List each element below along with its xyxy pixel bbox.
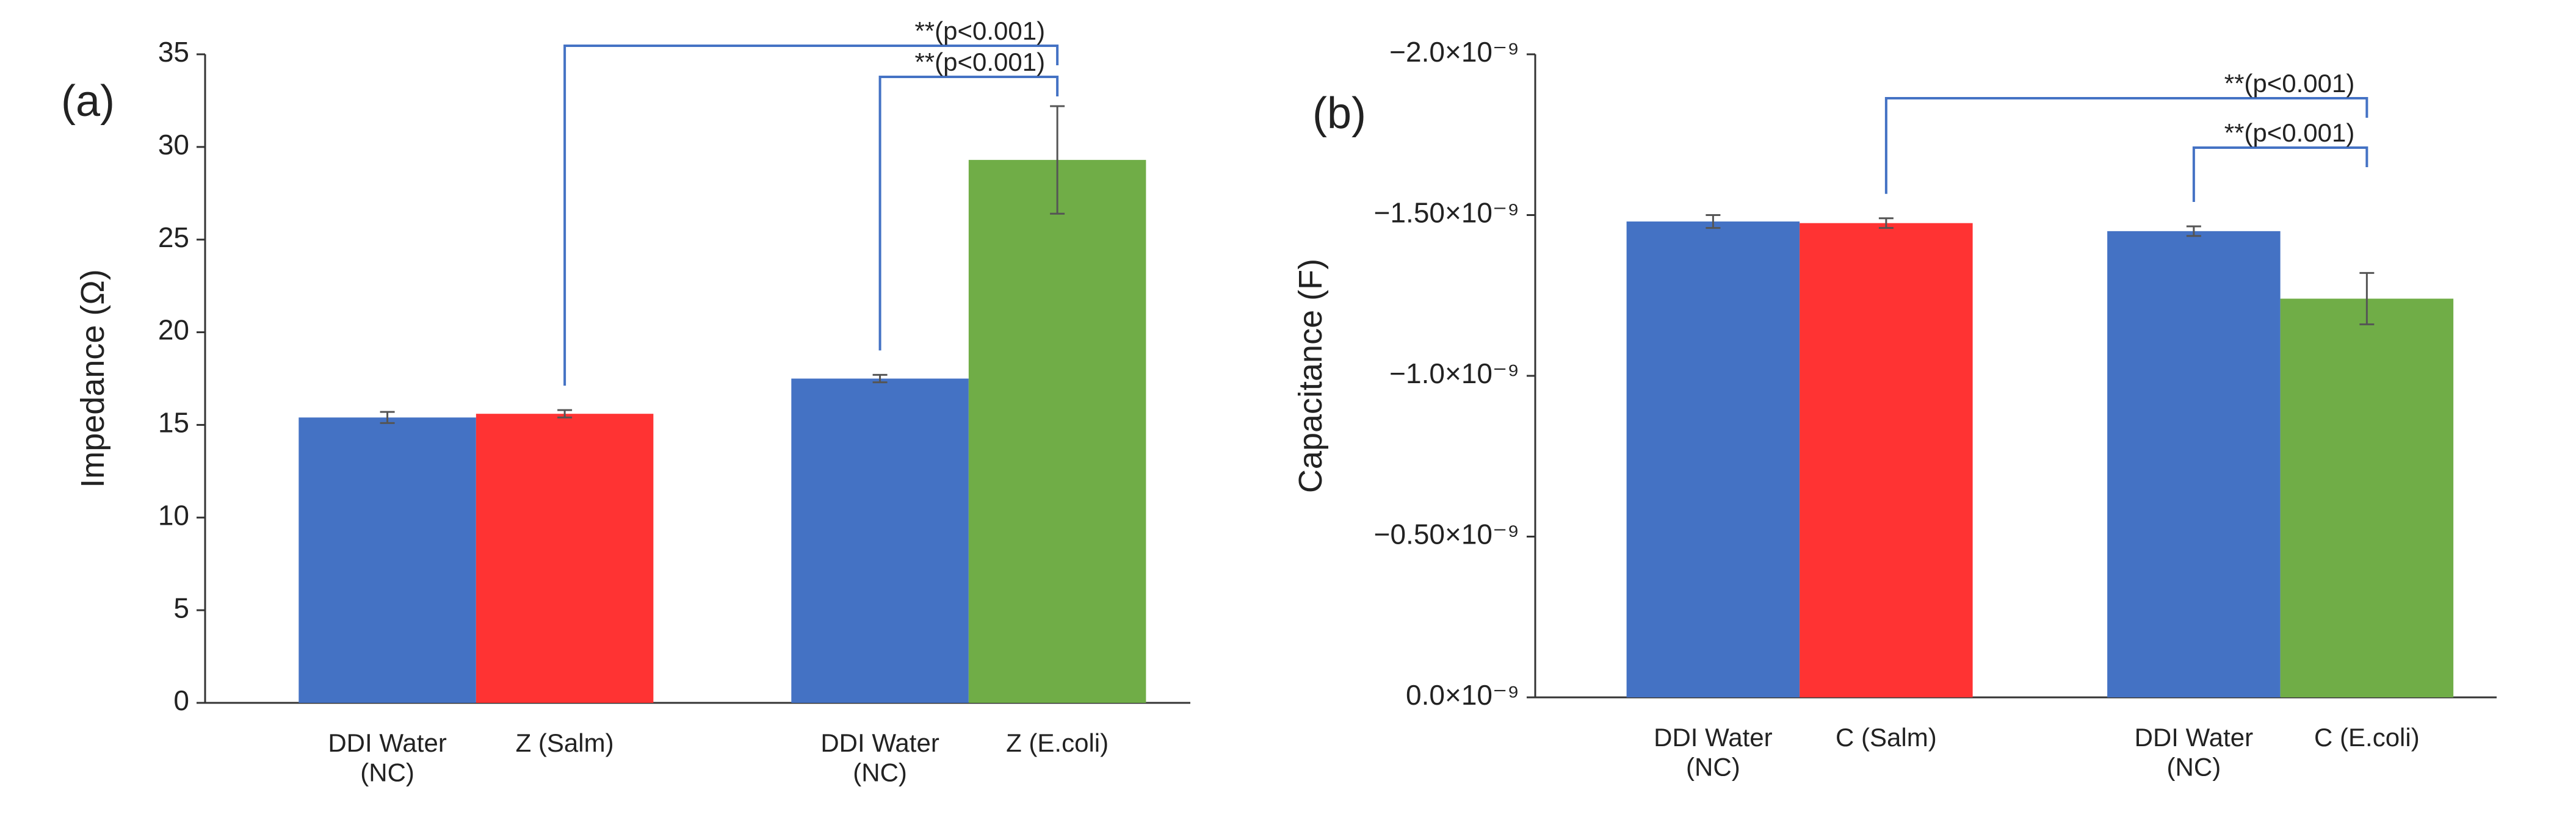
x-tick-label: DDI Water (NC) [1654, 723, 1772, 781]
significance-bracket [2192, 146, 2368, 202]
bar [968, 160, 1146, 703]
x-tick-label: DDI Water (NC) [820, 728, 939, 786]
y-tick-label: 20 [158, 314, 189, 346]
bar [2280, 298, 2454, 697]
significance-label: **(p<0.001) [2224, 118, 2355, 147]
significance-bracket [878, 76, 1059, 351]
significance-bracket [563, 45, 1059, 386]
y-tick-label: 25 [158, 221, 189, 253]
bar [791, 378, 969, 703]
significance-label: **(p<0.001) [2224, 69, 2355, 98]
y-tick-label: 30 [158, 129, 189, 160]
panel-label: (b) [1312, 89, 1366, 138]
x-tick-label: C (E.coli) [2314, 723, 2420, 752]
bar [2107, 231, 2281, 698]
bar [476, 414, 654, 703]
x-tick-label: Z (E.coli) [1006, 728, 1109, 757]
significance-label: **(p<0.001) [914, 48, 1045, 76]
x-tick-label: DDI Water (NC) [328, 728, 446, 786]
y-tick-label: −2.0×10⁻⁹ [1389, 36, 1519, 68]
y-tick-label: −1.0×10⁻⁹ [1389, 358, 1519, 389]
y-tick-label: 5 [173, 592, 189, 624]
y-axis-title: Impedance (Ω) [74, 269, 111, 488]
y-tick-label: −0.50×10⁻⁹ [1374, 519, 1519, 550]
panel-label: (a) [61, 77, 115, 126]
y-tick-label: 35 [158, 36, 189, 68]
significance-bracket [1884, 97, 2368, 194]
x-tick-label: C (Salm) [1836, 723, 1937, 752]
significance-label: **(p<0.001) [914, 16, 1045, 45]
x-tick-label: DDI Water (NC) [2135, 723, 2253, 781]
bar [298, 417, 476, 703]
bar [1800, 223, 1973, 697]
y-axis-title: Capacitance (F) [1292, 259, 1329, 493]
y-tick-label: 15 [158, 407, 189, 439]
y-tick-label: 0.0×10⁻⁹ [1406, 679, 1519, 711]
x-tick-label: Z (Salm) [516, 728, 614, 757]
bar [1626, 221, 1800, 697]
y-tick-label: 0 [173, 685, 189, 716]
y-tick-label: −1.50×10⁻⁹ [1374, 197, 1519, 229]
y-tick-label: 10 [158, 499, 189, 531]
